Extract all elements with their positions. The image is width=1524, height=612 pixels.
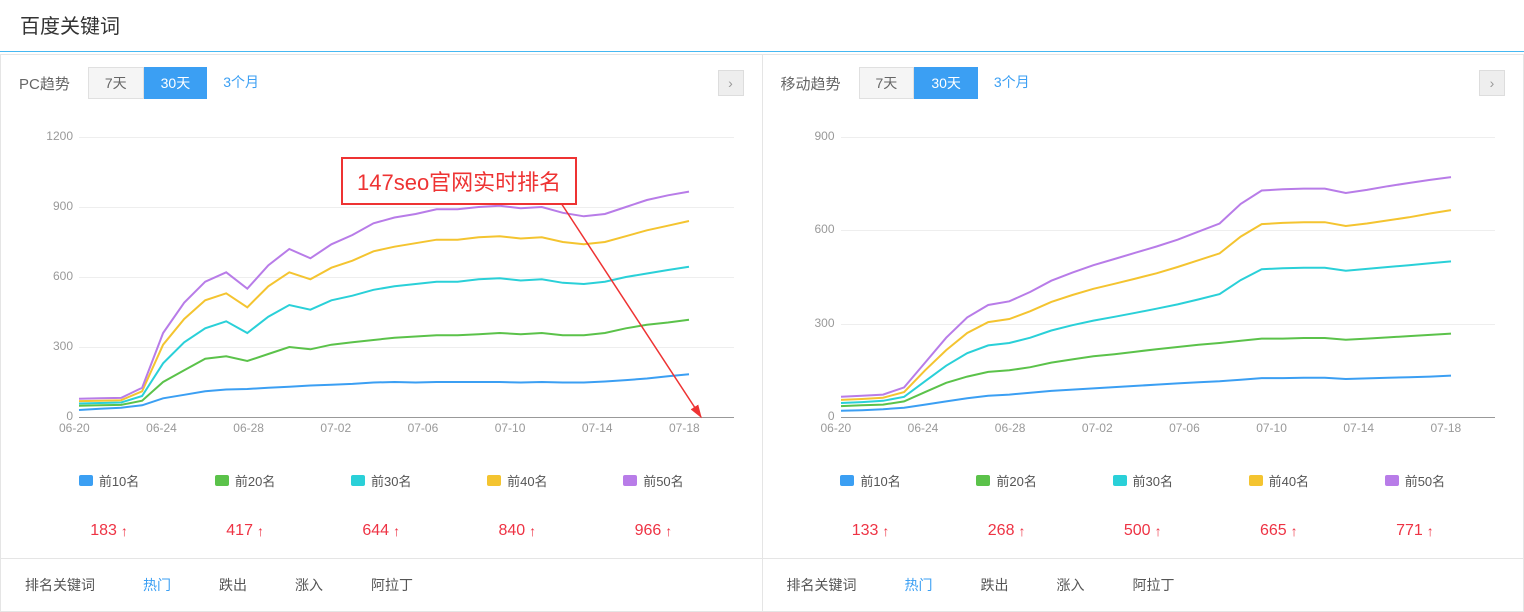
legend-label: 前30名 xyxy=(1133,471,1173,490)
legend-label: 前20名 xyxy=(996,471,1036,490)
bottom-tab-row: 排名关键词热门跌出涨入阿拉丁 xyxy=(763,558,1524,611)
bottom-tab-1[interactable]: 热门 xyxy=(119,559,195,611)
panel-title: 移动趋势 xyxy=(781,73,841,94)
up-arrow-icon: ↑ xyxy=(1155,523,1162,539)
bottom-tab-2[interactable]: 跌出 xyxy=(195,559,271,611)
time-tabs: 7天30天3个月 xyxy=(88,67,275,99)
legend-label: 前50名 xyxy=(1405,471,1445,490)
up-arrow-icon: ↑ xyxy=(1018,523,1025,539)
time-tab-2[interactable]: 3个月 xyxy=(207,67,275,99)
legend-swatch xyxy=(840,475,854,486)
series-line-2 xyxy=(841,261,1451,403)
stat-value-1: 417↑ xyxy=(226,522,264,540)
legend-swatch xyxy=(976,475,990,486)
stat-value-0: 183↑ xyxy=(90,522,128,540)
chart-svg xyxy=(781,117,1461,427)
chart-area: 147seo官网实时排名 03006009001200 06-2006-2406… xyxy=(1,107,762,447)
chevron-right-icon: › xyxy=(1490,75,1495,91)
bottom-tab-4[interactable]: 阿拉丁 xyxy=(347,559,437,611)
bottom-tab-3[interactable]: 涨入 xyxy=(271,559,347,611)
bottom-tab-1[interactable]: 热门 xyxy=(881,559,957,611)
legend-item-0[interactable]: 前10名 xyxy=(840,471,900,490)
stat-value-4: 771↑ xyxy=(1396,522,1434,540)
bottom-tab-3[interactable]: 涨入 xyxy=(1033,559,1109,611)
series-line-3 xyxy=(841,210,1451,400)
stat-value-2: 644↑ xyxy=(362,522,400,540)
legend-label: 前40名 xyxy=(1269,471,1309,490)
legend-label: 前10名 xyxy=(860,471,900,490)
legend-item-4[interactable]: 前50名 xyxy=(1385,471,1445,490)
title-divider xyxy=(0,51,1524,52)
annotation-box: 147seo官网实时排名 xyxy=(341,157,577,205)
time-tab-1[interactable]: 30天 xyxy=(914,67,978,99)
legend-swatch xyxy=(1113,475,1127,486)
time-tab-2[interactable]: 3个月 xyxy=(978,67,1046,99)
bottom-tab-row: 排名关键词热门跌出涨入阿拉丁 xyxy=(1,558,762,611)
chart-area: 0300600900 06-2006-2406-2807-0207-0607-1… xyxy=(763,107,1524,447)
time-tab-0[interactable]: 7天 xyxy=(859,67,915,99)
page-title: 百度关键词 xyxy=(0,0,1524,51)
series-line-1 xyxy=(841,334,1451,407)
stats-row: 183↑ 417↑ 644↑ 840↑ 966↑ xyxy=(1,508,762,558)
next-button[interactable]: › xyxy=(1479,70,1505,96)
time-tab-1[interactable]: 30天 xyxy=(144,67,208,99)
next-button[interactable]: › xyxy=(718,70,744,96)
up-arrow-icon: ↑ xyxy=(665,523,672,539)
bottom-tab-0[interactable]: 排名关键词 xyxy=(763,559,881,611)
legend-item-2[interactable]: 前30名 xyxy=(1113,471,1173,490)
stat-value-1: 268↑ xyxy=(988,522,1026,540)
legend-item-1[interactable]: 前20名 xyxy=(976,471,1036,490)
stat-value-3: 840↑ xyxy=(498,522,536,540)
bottom-tab-4[interactable]: 阿拉丁 xyxy=(1109,559,1199,611)
panel-1: 移动趋势 7天30天3个月 › 0300600900 06-2006-2406-… xyxy=(762,54,1524,612)
up-arrow-icon: ↑ xyxy=(1427,523,1434,539)
up-arrow-icon: ↑ xyxy=(529,523,536,539)
stats-row: 133↑ 268↑ 500↑ 665↑ 771↑ xyxy=(763,508,1524,558)
up-arrow-icon: ↑ xyxy=(121,523,128,539)
up-arrow-icon: ↑ xyxy=(882,523,889,539)
stat-value-4: 966↑ xyxy=(635,522,673,540)
legend-item-3[interactable]: 前40名 xyxy=(1249,471,1309,490)
up-arrow-icon: ↑ xyxy=(1291,523,1298,539)
legend-swatch xyxy=(1249,475,1263,486)
bottom-tab-0[interactable]: 排名关键词 xyxy=(1,559,119,611)
time-tab-0[interactable]: 7天 xyxy=(88,67,144,99)
panel-title: PC趋势 xyxy=(19,73,70,94)
bottom-tab-2[interactable]: 跌出 xyxy=(957,559,1033,611)
stat-value-3: 665↑ xyxy=(1260,522,1298,540)
legend-row: 前10名 前20名 前30名 前40名 前50名 xyxy=(763,447,1524,508)
up-arrow-icon: ↑ xyxy=(257,523,264,539)
chevron-right-icon: › xyxy=(728,75,733,91)
legend-swatch xyxy=(1385,475,1399,486)
series-line-0 xyxy=(841,376,1451,411)
time-tabs: 7天30天3个月 xyxy=(859,67,1046,99)
up-arrow-icon: ↑ xyxy=(393,523,400,539)
panel-0: PC趋势 7天30天3个月 › 147seo官网实时排名 03006009001… xyxy=(0,54,762,612)
stat-value-0: 133↑ xyxy=(852,522,890,540)
stat-value-2: 500↑ xyxy=(1124,522,1162,540)
